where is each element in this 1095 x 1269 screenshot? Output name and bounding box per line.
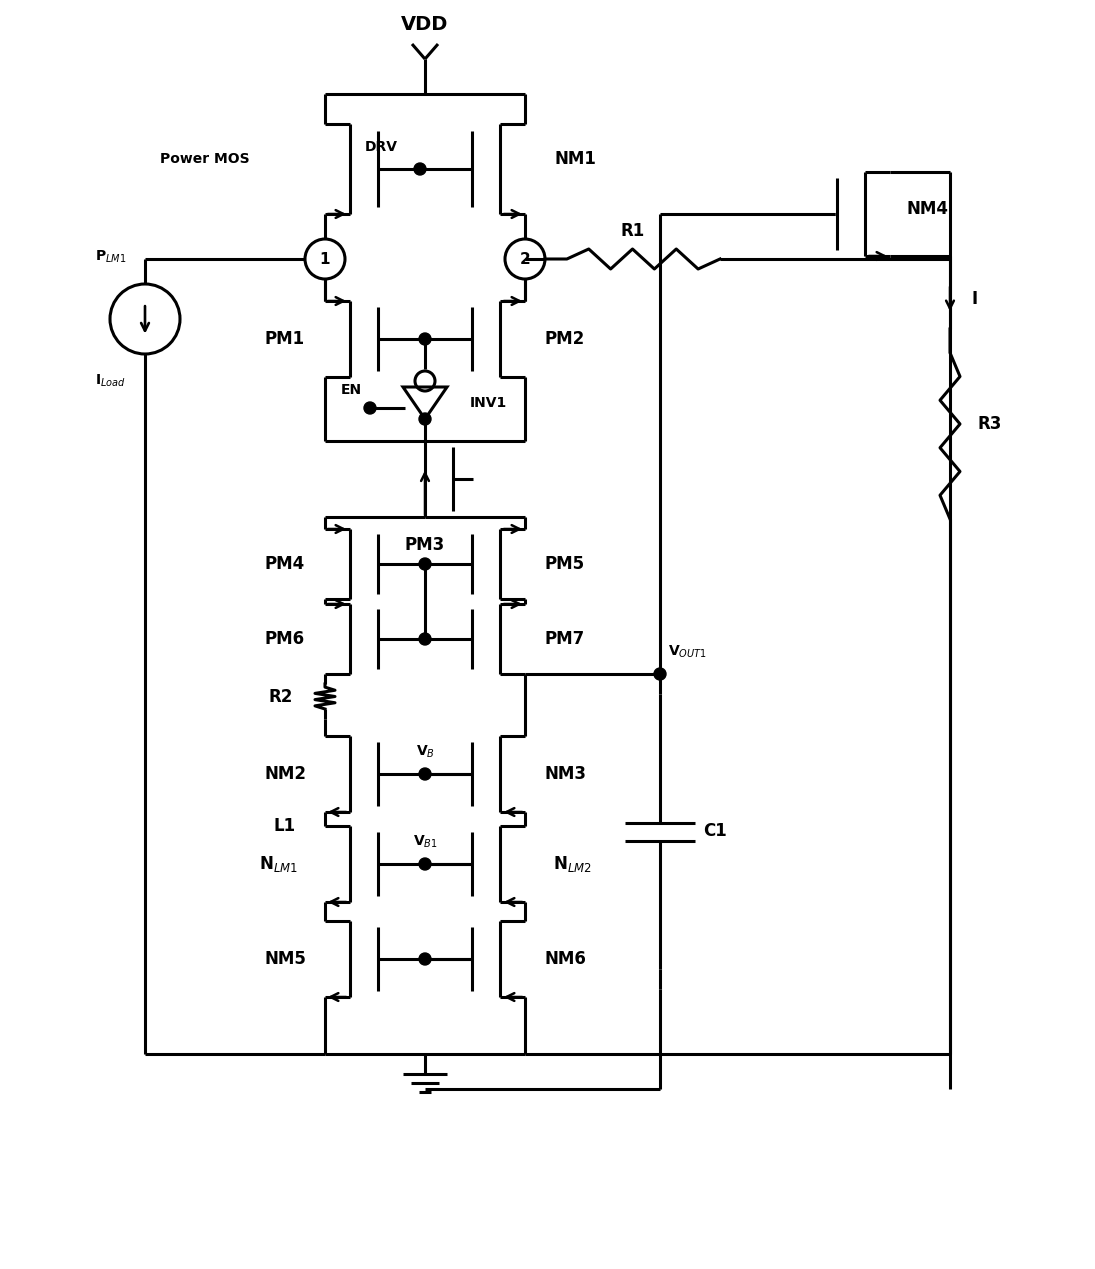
Text: R3: R3: [978, 415, 1002, 433]
Circle shape: [419, 633, 431, 645]
Text: V$_B$: V$_B$: [415, 744, 435, 760]
Text: PM6: PM6: [265, 629, 306, 648]
Text: PM1: PM1: [265, 330, 306, 348]
Text: N$_{LM2}$: N$_{LM2}$: [553, 854, 591, 874]
Circle shape: [654, 667, 666, 680]
Text: PM5: PM5: [545, 555, 585, 574]
Text: NM5: NM5: [264, 950, 306, 968]
Text: EN: EN: [341, 383, 362, 397]
Text: P$_{LM1}$: P$_{LM1}$: [95, 249, 126, 265]
Text: V$_{B1}$: V$_{B1}$: [413, 834, 437, 850]
Circle shape: [414, 162, 426, 175]
Circle shape: [419, 558, 431, 570]
Text: L1: L1: [274, 817, 296, 835]
Text: VDD: VDD: [401, 14, 449, 33]
Text: 1: 1: [320, 251, 331, 266]
Circle shape: [419, 768, 431, 780]
Text: I$_{Load}$: I$_{Load}$: [95, 373, 126, 390]
Text: PM2: PM2: [545, 330, 585, 348]
Text: C1: C1: [703, 822, 727, 840]
Text: Power MOS: Power MOS: [160, 152, 250, 166]
Text: I: I: [972, 291, 978, 308]
Text: N$_{LM1}$: N$_{LM1}$: [258, 854, 298, 874]
Circle shape: [419, 332, 431, 345]
Text: NM3: NM3: [544, 765, 586, 783]
Text: R1: R1: [621, 222, 645, 240]
Circle shape: [419, 858, 431, 871]
Text: NM6: NM6: [544, 950, 586, 968]
Circle shape: [419, 953, 431, 964]
Circle shape: [364, 402, 376, 414]
Circle shape: [419, 412, 431, 425]
Text: R2: R2: [268, 688, 293, 706]
Text: PM3: PM3: [405, 536, 446, 555]
Text: NM1: NM1: [554, 150, 596, 168]
Text: 2: 2: [520, 251, 530, 266]
Text: NM4: NM4: [907, 201, 949, 218]
Text: DRV: DRV: [365, 140, 397, 154]
Text: V$_{OUT1}$: V$_{OUT1}$: [668, 643, 706, 660]
Text: PM4: PM4: [265, 555, 306, 574]
Text: NM2: NM2: [264, 765, 306, 783]
Text: INV1: INV1: [470, 396, 507, 410]
Text: PM7: PM7: [545, 629, 585, 648]
